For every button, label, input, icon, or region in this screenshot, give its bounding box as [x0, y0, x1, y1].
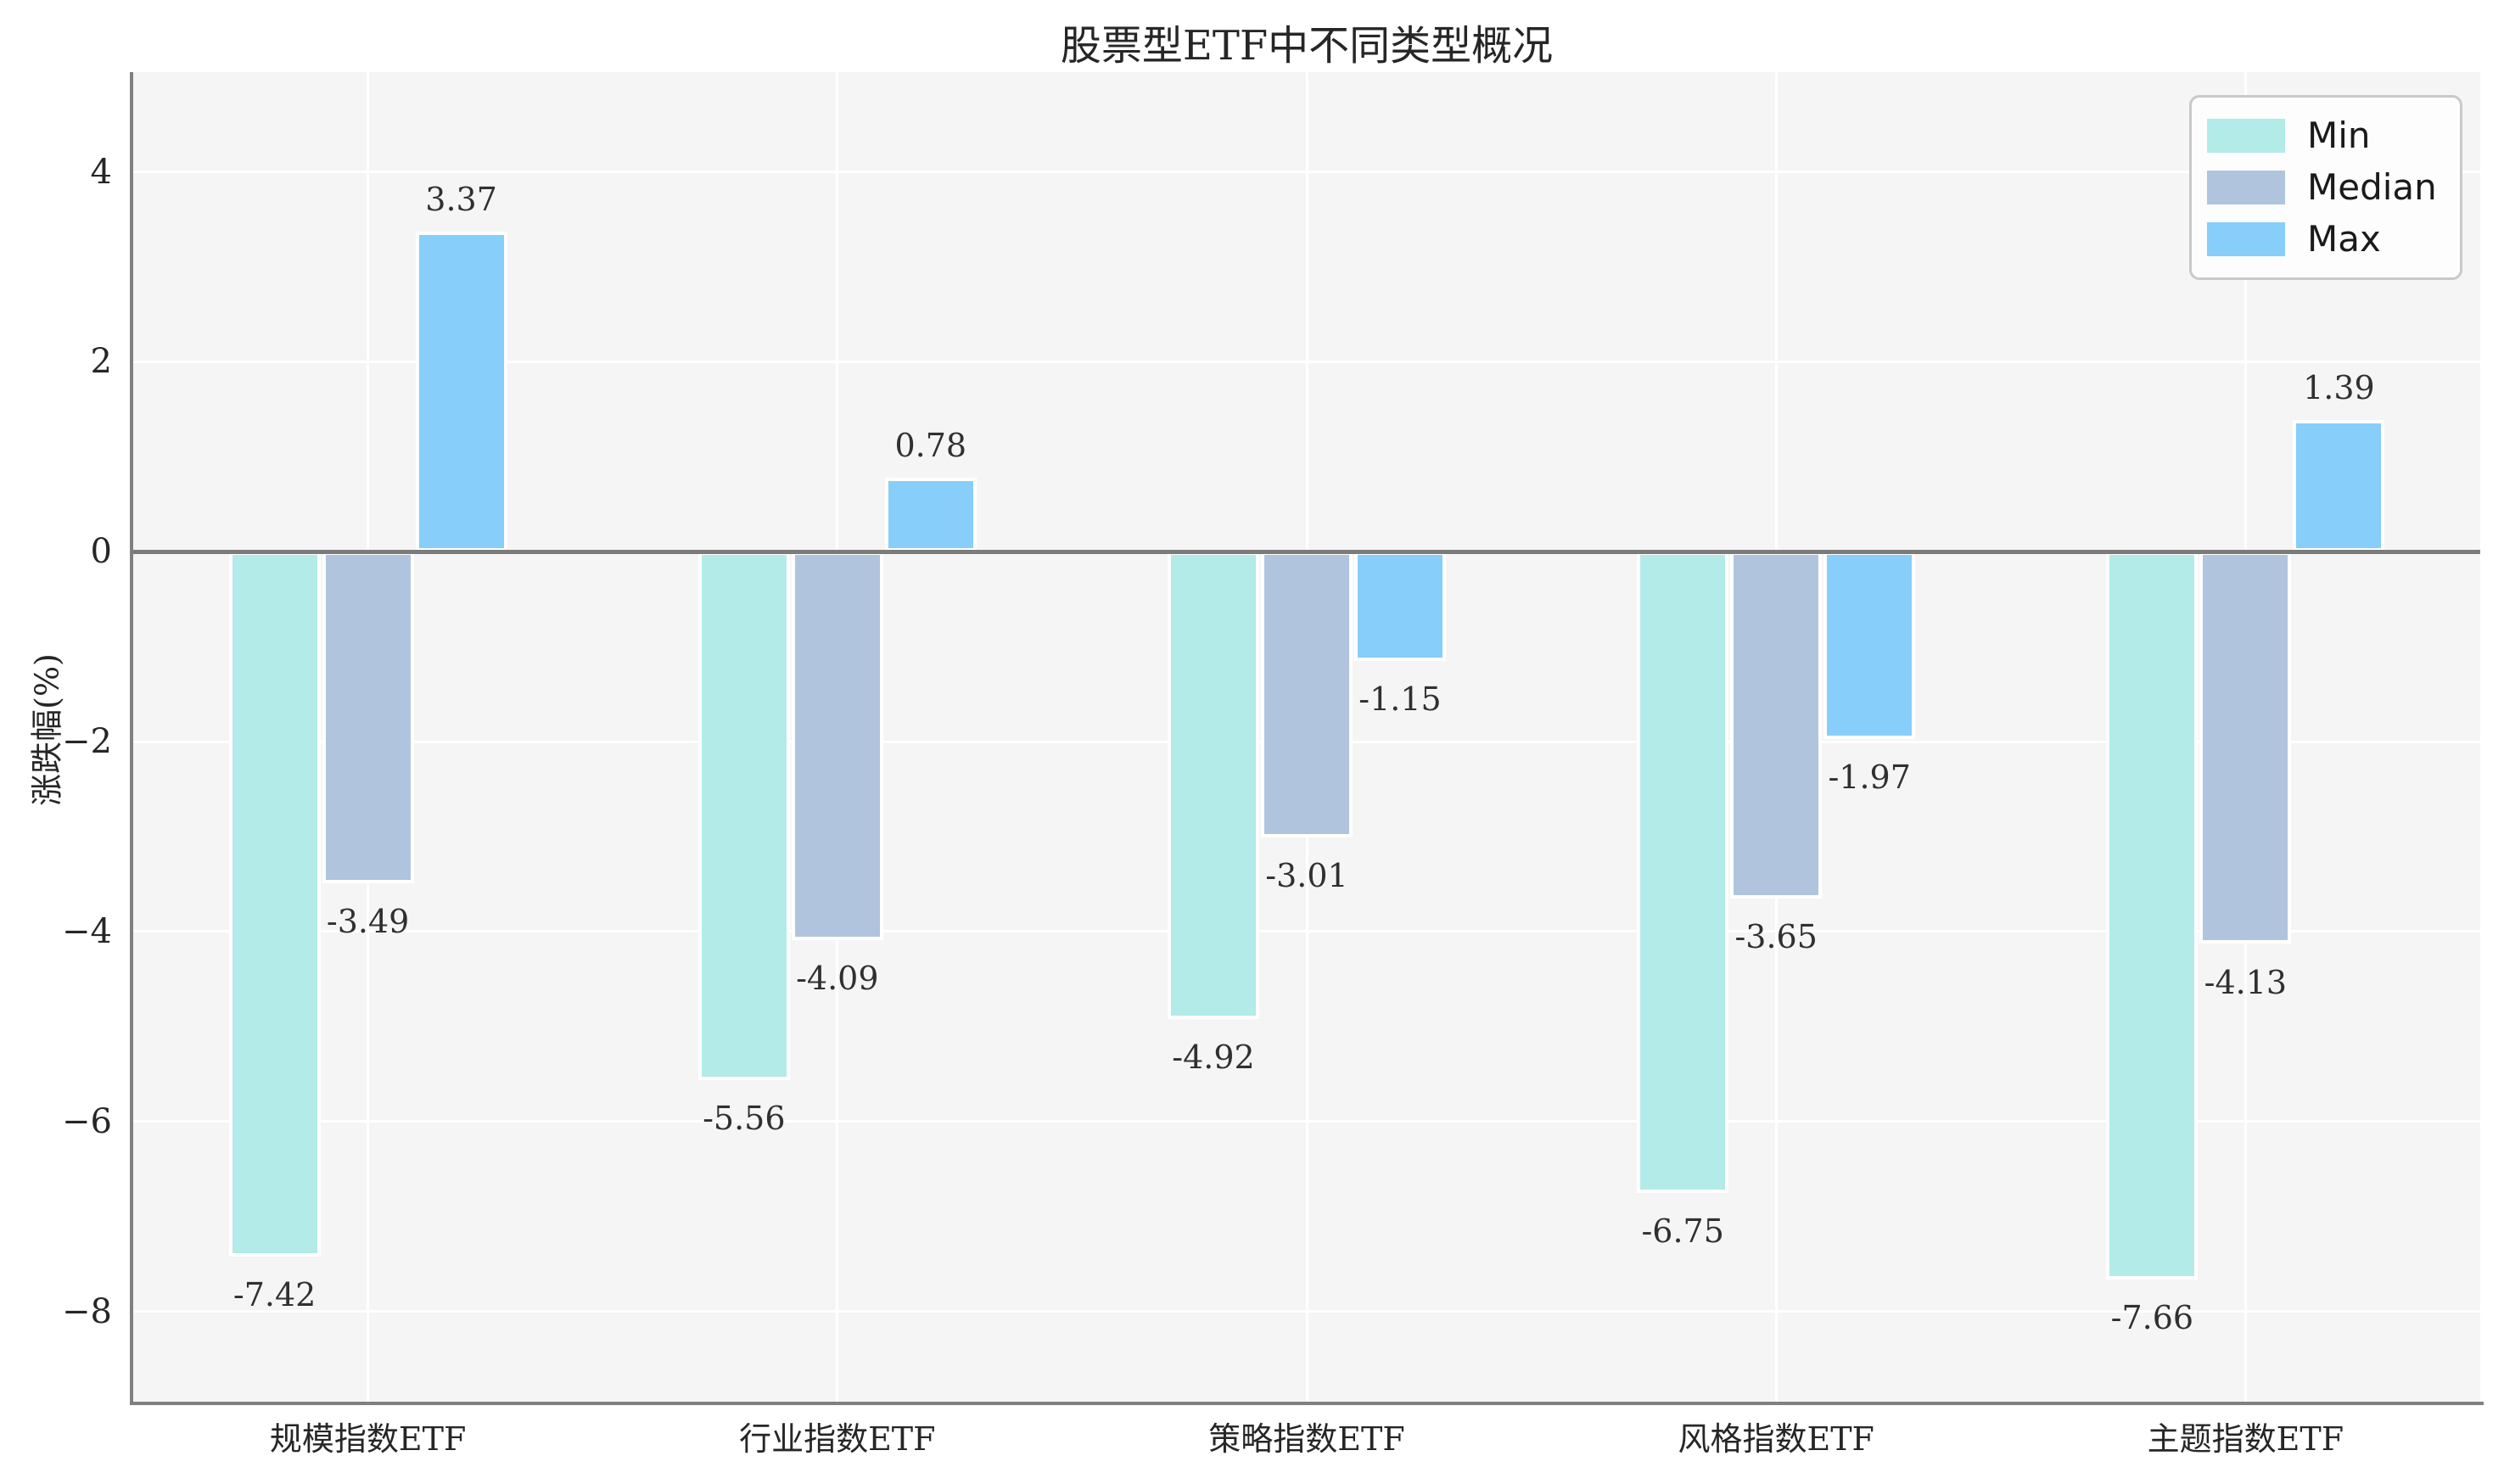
bar-value-label: 3.37 — [425, 181, 497, 219]
bar-min — [1168, 552, 1259, 1019]
y-tick-label: −4 — [62, 911, 112, 951]
bar-value-label: 1.39 — [2303, 368, 2375, 406]
bar-value-label: 0.78 — [894, 426, 967, 464]
x-tick-label: 风格指数ETF — [1678, 1420, 1874, 1458]
bar-value-label: -1.15 — [1358, 680, 1442, 718]
legend-swatch-max — [2207, 222, 2285, 257]
bar-max — [1823, 552, 1916, 739]
bar-min — [228, 552, 321, 1257]
bar-value-label: -3.49 — [326, 902, 410, 940]
chart-title: 股票型ETF中不同类型概况 — [1060, 22, 1554, 70]
bar-max — [2293, 419, 2385, 552]
legend-label-max: Max — [2307, 218, 2381, 260]
bar-min — [697, 552, 790, 1080]
bar-value-label: -7.42 — [232, 1275, 317, 1313]
bar-max — [415, 232, 507, 552]
y-tick-label: −2 — [62, 722, 112, 762]
bar-value-label: -7.66 — [2110, 1298, 2194, 1336]
bar-min — [2106, 552, 2199, 1280]
bar-median — [2199, 552, 2292, 944]
y-tick-label: 4 — [90, 152, 112, 192]
legend-item-max: Max — [2207, 221, 2445, 257]
bar-value-label: -3.65 — [1734, 917, 1818, 955]
x-tick-label: 策略指数ETF — [1208, 1420, 1405, 1458]
zero-line — [133, 549, 2480, 554]
legend-swatch-min — [2207, 118, 2285, 153]
bar-median — [1261, 552, 1353, 838]
y-axis-spine — [130, 72, 133, 1405]
legend-item-median: Median — [2207, 165, 2445, 208]
y-tick-label: 0 — [90, 532, 112, 572]
y-tick-label: −8 — [62, 1291, 112, 1331]
legend-label-median: Median — [2307, 165, 2437, 208]
y-tick-label: 2 — [90, 342, 112, 382]
bar-value-label: -3.01 — [1265, 857, 1348, 895]
y-tick-label: −6 — [62, 1101, 112, 1141]
bar-value-label: -5.56 — [703, 1099, 786, 1137]
legend: Min Median Max — [2189, 95, 2462, 280]
x-tick-label: 行业指数ETF — [739, 1420, 936, 1458]
bar-value-label: -4.09 — [796, 960, 879, 998]
bar-median — [1730, 552, 1823, 899]
x-tick-label: 规模指数ETF — [269, 1420, 467, 1458]
bar-value-label: -4.13 — [2204, 963, 2288, 1001]
bar-value-label: -4.92 — [1172, 1038, 1255, 1076]
bar-max — [884, 477, 977, 552]
plot-area: -7.42 -5.56 -4.92 -6.75 -7.66 -3.49 -4.09 -3.01… — [133, 72, 2480, 1402]
x-axis-spine — [130, 1402, 2484, 1405]
legend-item-min: Min — [2207, 114, 2445, 156]
bar-value-label: -6.75 — [1641, 1212, 1724, 1250]
bar-value-label: -1.97 — [1828, 758, 1911, 796]
bar-median — [322, 552, 414, 883]
bar-max — [1354, 552, 1446, 661]
legend-swatch-median — [2207, 170, 2285, 204]
legend-label-min: Min — [2307, 114, 2371, 156]
bar-median — [791, 552, 883, 941]
x-tick-label: 主题指数ETF — [2147, 1420, 2344, 1458]
bar-min — [1637, 552, 1729, 1193]
